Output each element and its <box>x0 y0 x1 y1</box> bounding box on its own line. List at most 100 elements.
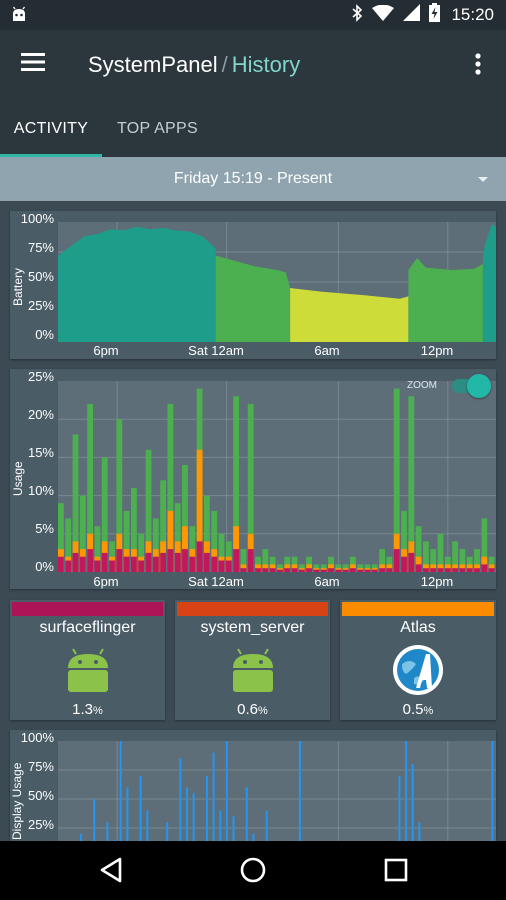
battery-plot-area[interactable] <box>58 222 496 343</box>
display-usage-bar <box>212 752 215 857</box>
usage-bar <box>240 549 247 572</box>
dropdown-caret-icon <box>478 177 488 182</box>
usage-bar <box>138 533 145 572</box>
android-robot-icon <box>62 644 114 696</box>
battery-ytick-100: 100% <box>20 211 54 226</box>
hamburger-menu-icon[interactable] <box>20 52 48 78</box>
usage-bar <box>189 556 196 572</box>
usage-bar <box>182 526 188 572</box>
battery-ytick-25: 25% <box>27 298 54 313</box>
usage-bar <box>423 568 429 572</box>
usage-bar <box>233 549 239 572</box>
display-usage-bar <box>106 822 109 857</box>
usage-bar <box>116 549 123 572</box>
usage-bar <box>328 568 334 572</box>
usage-bar <box>452 568 458 572</box>
display-usage-bar <box>265 810 268 857</box>
usage-xtick-12pm: 12pm <box>420 574 454 589</box>
usage-bar <box>371 569 378 572</box>
usage-bar <box>138 560 145 572</box>
usage-bar <box>466 568 473 572</box>
time-range-dropdown[interactable]: Friday 15:19 - Present <box>0 157 506 201</box>
usage-bar <box>277 569 283 572</box>
tab-activity[interactable]: ACTIVITY <box>0 113 102 157</box>
recents-square-icon[interactable] <box>381 855 411 885</box>
usage-bar <box>167 510 174 572</box>
tab-top-apps[interactable]: TOP APPS <box>117 120 198 137</box>
usage-bar <box>430 568 437 572</box>
zoom-toggle-thumb[interactable] <box>467 374 491 398</box>
usage-bar <box>79 556 86 572</box>
usage-bar <box>167 403 174 572</box>
usage-bar <box>247 403 254 572</box>
battery-area-0 <box>58 226 216 342</box>
app-color-stripe <box>342 602 494 616</box>
display-ytick-75: 75% <box>27 759 54 774</box>
usage-bar <box>240 568 247 572</box>
back-triangle-icon[interactable] <box>96 855 126 885</box>
usage-xtick-6pm: 6pm <box>93 574 119 589</box>
app-card-atlas[interactable]: Atlas 0.5% <box>340 600 496 720</box>
display-usage-bar <box>146 810 149 857</box>
usage-bar <box>386 556 393 572</box>
app-card-system-server[interactable]: system_server 0.6% <box>175 600 330 720</box>
usage-bar <box>145 552 152 572</box>
usage-bar <box>247 549 254 572</box>
app-color-stripe <box>177 602 328 616</box>
usage-bar <box>401 556 407 572</box>
display-usage-bar <box>93 799 96 857</box>
usage-bar <box>101 552 108 572</box>
usage-bar <box>145 449 152 572</box>
display-usage-bar <box>245 787 248 857</box>
usage-bar <box>320 569 327 572</box>
display-usage-bar <box>219 810 222 857</box>
usage-bar <box>152 556 159 572</box>
app-color-stripe <box>12 602 163 616</box>
usage-bar <box>474 568 480 572</box>
usage-bar <box>408 396 415 572</box>
home-circle-icon[interactable] <box>238 855 268 885</box>
display-usage-bar <box>192 793 195 857</box>
display-ytick-25: 25% <box>27 817 54 832</box>
usage-ytick-20: 20% <box>27 407 54 422</box>
battery-xtick-6pm: 6pm <box>93 343 119 358</box>
usage-bar <box>291 556 298 572</box>
usage-bar <box>233 526 239 572</box>
usage-bar <box>306 568 312 572</box>
display-usage-chart-svg <box>58 741 496 858</box>
app-bar: SystemPanel / History ACTIVITY TOP APPS <box>0 30 506 157</box>
usage-bar <box>204 495 210 572</box>
app-card-surfaceflinger[interactable]: surfaceflinger 1.3% <box>10 600 165 720</box>
usage-bar <box>211 510 218 572</box>
display-usage-bar <box>126 787 129 857</box>
usage-bar <box>313 569 320 572</box>
usage-bar <box>196 541 203 572</box>
usage-bar <box>174 552 181 572</box>
usage-bar <box>415 556 422 572</box>
usage-bar <box>87 403 93 572</box>
usage-bar <box>393 549 400 572</box>
app-name: surfaceflinger <box>39 619 136 636</box>
battery-chart-svg <box>58 222 496 343</box>
zoom-label: ZOOM <box>407 380 437 391</box>
usage-bar <box>474 549 480 572</box>
usage-bar <box>284 556 291 572</box>
display-usage-bar <box>405 741 408 857</box>
usage-bar <box>415 526 422 572</box>
display-usage-plot-area[interactable] <box>58 741 496 858</box>
usage-bar <box>262 568 269 572</box>
usage-bar <box>225 560 232 572</box>
usage-plot-area[interactable] <box>58 381 496 573</box>
usage-bar <box>196 449 203 572</box>
usage-bar <box>116 419 123 572</box>
usage-bar <box>160 552 166 572</box>
usage-bar <box>488 556 495 572</box>
display-usage-bar <box>119 741 122 857</box>
screen-subtitle: History <box>231 52 301 77</box>
more-vertical-icon[interactable] <box>468 52 488 80</box>
usage-bar <box>167 549 174 572</box>
battery-ytick-75: 75% <box>27 240 54 255</box>
usage-bar <box>58 503 64 572</box>
usage-bar <box>233 396 239 572</box>
usage-bar <box>94 560 101 572</box>
